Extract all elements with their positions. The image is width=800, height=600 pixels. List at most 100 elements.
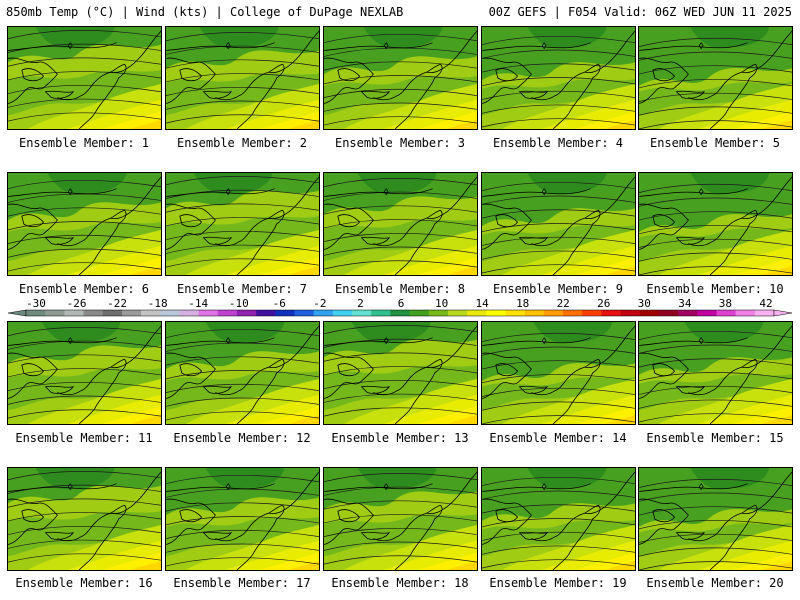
colorbar-swatch (563, 310, 583, 316)
coastline-outline (482, 176, 635, 275)
temperature-field-map (8, 173, 161, 275)
height-contour-line (166, 474, 319, 485)
height-contour-line (482, 181, 635, 191)
temperature-field-map (639, 468, 792, 570)
height-contour-line (324, 379, 477, 390)
height-contour-line (482, 559, 635, 569)
height-contour-line (8, 221, 161, 231)
temperature-shade-region (447, 561, 477, 570)
colorbar-swatch (160, 310, 180, 316)
colorbar-swatch (198, 310, 219, 316)
height-contour-line (324, 102, 477, 112)
height-contour-line (482, 545, 635, 555)
station-marker-icon (67, 188, 73, 196)
ensemble-member-label: Ensemble Member: 11 (15, 431, 153, 445)
temperature-shade-region (131, 120, 161, 129)
temperature-shade-region (447, 120, 477, 129)
colorbar-swatch (524, 310, 545, 316)
height-contour-line (8, 234, 161, 244)
temperature-field-map (324, 322, 477, 424)
colorbar-tick-label: -6 (273, 297, 286, 310)
height-contour-line (639, 399, 792, 409)
station-marker-icon (67, 337, 73, 345)
ensemble-member-map (165, 26, 320, 130)
temperature-shade-region (205, 322, 285, 344)
temperature-shade-region (762, 266, 792, 275)
ensemble-member-map (481, 26, 636, 130)
ensemble-member-label: Ensemble Member: 1 (18, 136, 150, 150)
height-contour-line (166, 383, 319, 393)
colorbar-swatch (716, 310, 736, 316)
temperature-shade-region (639, 81, 792, 116)
colorbar-swatch (64, 310, 84, 316)
station-marker-icon (225, 483, 231, 491)
colorbar-swatch (735, 310, 756, 316)
height-contour-line (8, 248, 161, 258)
height-contour-line (324, 61, 477, 71)
height-contour-line (324, 260, 477, 270)
height-contour-line (639, 533, 792, 543)
station-marker-icon (225, 337, 231, 345)
height-contour-line (482, 387, 635, 397)
temperature-field-map (8, 322, 161, 424)
height-contour-line (639, 197, 792, 207)
height-contour-line (639, 330, 792, 340)
colorbar-swatch (486, 310, 506, 316)
height-contour-line (166, 230, 319, 241)
height-contour-line (639, 238, 792, 248)
height-contour-line (324, 486, 477, 496)
height-contour-line (166, 73, 319, 83)
coastline-outline (639, 325, 792, 424)
height-contour-line (482, 476, 635, 486)
height-contour-line (324, 541, 477, 551)
colorbar-tick-label: -30 (26, 297, 46, 310)
height-contour-line (166, 342, 319, 352)
height-contour-line (166, 356, 319, 366)
temperature-shade-region (324, 219, 477, 262)
height-contour-line (639, 79, 792, 89)
height-contour-line (166, 488, 319, 498)
temperature-shade-region (8, 70, 161, 116)
height-contour-line (8, 354, 161, 364)
colorbar-swatch (467, 310, 487, 316)
ensemble-member-map (7, 26, 162, 130)
temperature-field-map (166, 468, 319, 570)
height-contour-line (324, 500, 477, 510)
temperature-shade-region (447, 415, 477, 424)
coastline-outline (639, 471, 792, 570)
temperature-shade-region (527, 27, 607, 49)
height-contour-line (324, 116, 477, 126)
temperature-shade-region (324, 27, 477, 75)
height-contour-line (482, 490, 635, 500)
temperature-shade-region (690, 27, 770, 49)
colorbar-swatch (217, 310, 238, 316)
station-marker-icon (698, 188, 704, 196)
ensemble-member-label: Ensemble Member: 5 (649, 136, 781, 150)
colorbar-swatch (45, 310, 65, 316)
coastline-outline (166, 325, 319, 424)
height-contour-line (166, 328, 319, 339)
ensemble-member-map (323, 467, 478, 571)
temperature-colorbar: -30 -26 -22 -18 -14 -10 -6 -2 2 6 10 14 18 22 26 30 34 38… (7, 297, 793, 317)
height-contour-line (324, 75, 477, 85)
temperature-shade-region (762, 415, 792, 424)
temperature-field-map (166, 322, 319, 424)
height-contour-line (166, 529, 319, 539)
temperature-shade-region (605, 266, 635, 275)
colorbar-swatch (754, 310, 775, 316)
height-contour-line (324, 555, 477, 565)
height-contour-line (324, 472, 477, 483)
temperature-shade-region (193, 173, 273, 195)
height-contour-line (639, 225, 792, 235)
colorbar-swatch (428, 310, 449, 316)
height-contour-line (166, 86, 319, 96)
height-contour-line (166, 217, 319, 227)
height-contour-line (482, 63, 635, 73)
height-contour-line (166, 370, 319, 380)
ensemble-member-label: Ensemble Member: 20 (646, 576, 784, 590)
temperature-shade-region (482, 224, 635, 262)
ensemble-member-map (481, 321, 636, 425)
height-contour-line (482, 77, 635, 87)
ensemble-member-label: Ensemble Member: 10 (646, 282, 784, 296)
height-contour-line (324, 205, 477, 215)
